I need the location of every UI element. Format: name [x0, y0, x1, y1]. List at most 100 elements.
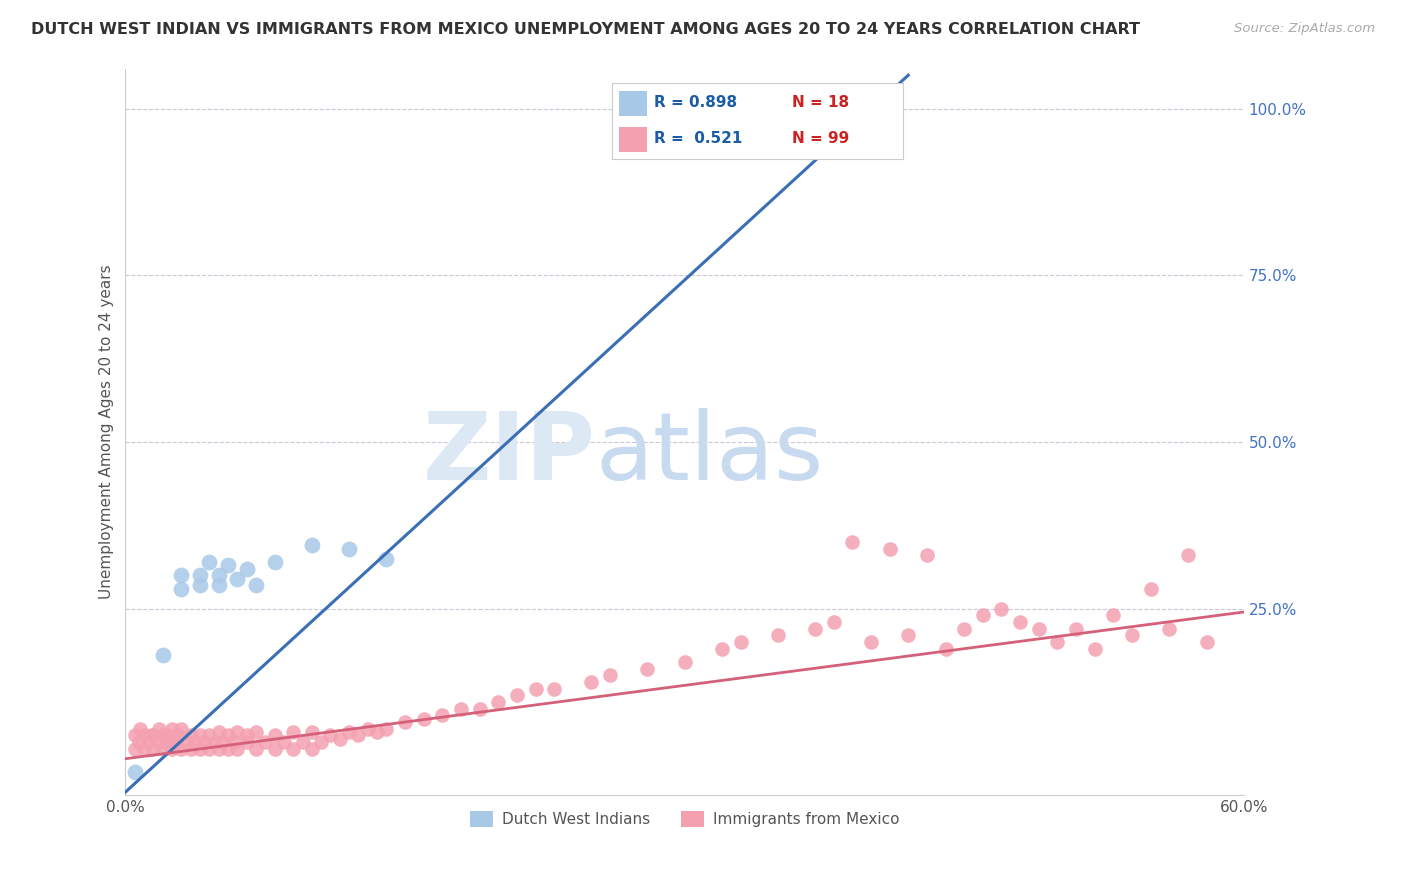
Point	[174, 735, 197, 749]
Point	[208, 741, 231, 756]
Y-axis label: Unemployment Among Ages 20 to 24 years: Unemployment Among Ages 20 to 24 years	[100, 265, 114, 599]
Text: DUTCH WEST INDIAN VS IMMIGRANTS FROM MEXICO UNEMPLOYMENT AMONG AGES 20 TO 24 YEA: DUTCH WEST INDIAN VS IMMIGRANTS FROM MEX…	[31, 22, 1140, 37]
Point	[222, 735, 245, 749]
Point	[152, 741, 174, 756]
Point	[188, 568, 211, 582]
Point	[1084, 641, 1107, 656]
Point	[273, 735, 295, 749]
Point	[160, 722, 183, 736]
Point	[897, 628, 920, 642]
Point	[935, 641, 957, 656]
Point	[124, 728, 146, 742]
Point	[142, 728, 165, 742]
Point	[245, 725, 267, 739]
Point	[879, 541, 901, 556]
Point	[198, 741, 221, 756]
Point	[337, 725, 360, 739]
Point	[217, 741, 239, 756]
Point	[188, 741, 211, 756]
Point	[581, 675, 603, 690]
Point	[766, 628, 789, 642]
Point	[142, 741, 165, 756]
Point	[148, 735, 170, 749]
Point	[170, 568, 193, 582]
Point	[375, 722, 398, 736]
Point	[394, 714, 416, 729]
Point	[148, 722, 170, 736]
Point	[226, 741, 249, 756]
Point	[1139, 582, 1161, 596]
Point	[180, 741, 202, 756]
Point	[710, 641, 733, 656]
Point	[152, 728, 174, 742]
Point	[263, 555, 285, 569]
Point	[1010, 615, 1032, 629]
Point	[208, 725, 231, 739]
Point	[1064, 622, 1087, 636]
Point	[217, 558, 239, 573]
Point	[301, 741, 323, 756]
Point	[347, 728, 370, 742]
Point	[170, 722, 193, 736]
Point	[357, 722, 380, 736]
Point	[183, 735, 205, 749]
Point	[124, 765, 146, 780]
Point	[157, 728, 180, 742]
Point	[450, 702, 472, 716]
Point	[1177, 549, 1199, 563]
Point	[152, 648, 174, 663]
Point	[226, 572, 249, 586]
Point	[188, 728, 211, 742]
Point	[180, 728, 202, 742]
Point	[1028, 622, 1050, 636]
Point	[204, 735, 226, 749]
Point	[245, 741, 267, 756]
Point	[235, 562, 257, 576]
Point	[301, 538, 323, 552]
Point	[823, 615, 845, 629]
Point	[972, 608, 994, 623]
Point	[226, 725, 249, 739]
Point	[235, 728, 257, 742]
Point	[599, 668, 621, 682]
Point	[208, 568, 231, 582]
Point	[366, 725, 388, 739]
Point	[160, 741, 183, 756]
Point	[804, 622, 827, 636]
Text: atlas: atlas	[595, 408, 824, 500]
Point	[915, 549, 938, 563]
Point	[301, 725, 323, 739]
Point	[263, 728, 285, 742]
Point	[208, 578, 231, 592]
Point	[1195, 635, 1218, 649]
Text: ZIP: ZIP	[422, 408, 595, 500]
Point	[217, 728, 239, 742]
Point	[132, 728, 155, 742]
Point	[170, 741, 193, 756]
Point	[432, 708, 454, 723]
Point	[235, 735, 257, 749]
Point	[211, 735, 233, 749]
Point	[309, 735, 332, 749]
Point	[543, 681, 565, 696]
Point	[841, 535, 863, 549]
Point	[170, 582, 193, 596]
Legend: Dutch West Indians, Immigrants from Mexico: Dutch West Indians, Immigrants from Mexi…	[463, 804, 907, 835]
Point	[132, 741, 155, 756]
Point	[291, 735, 314, 749]
Point	[128, 735, 150, 749]
Point	[1159, 622, 1181, 636]
Point	[155, 735, 177, 749]
Point	[141, 728, 163, 742]
Point	[506, 689, 529, 703]
Point	[283, 741, 305, 756]
Point	[730, 635, 752, 649]
Point	[859, 635, 882, 649]
Point	[283, 725, 305, 739]
Point	[468, 702, 491, 716]
Point	[124, 741, 146, 756]
Point	[263, 741, 285, 756]
Point	[375, 551, 398, 566]
Text: Source: ZipAtlas.com: Source: ZipAtlas.com	[1234, 22, 1375, 36]
Point	[636, 662, 658, 676]
